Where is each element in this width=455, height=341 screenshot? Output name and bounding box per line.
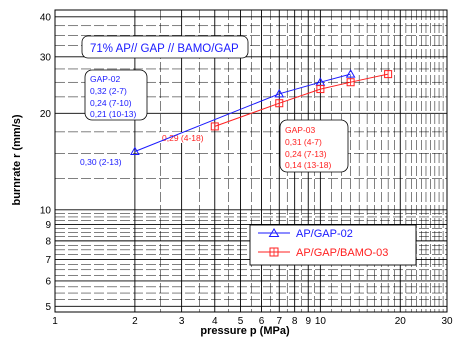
- series-line-0: [134, 73, 351, 152]
- plot-frame: [54, 9, 448, 313]
- gap02-line-2: 0,24 (7-10): [90, 98, 132, 108]
- gap03-annotation: GAP-03 0,31 (4-7) 0,24 (7-13) 0,14 (13-1…: [279, 119, 349, 173]
- gap03-line-0: GAP-03: [285, 125, 316, 135]
- legend: AP/GAP-02 AP/GAP/BAMO-03: [249, 224, 417, 266]
- gap03-annotation-frame: [279, 119, 349, 173]
- y-tick-label: 30: [40, 52, 52, 63]
- x-tick-label: 4: [212, 316, 218, 327]
- red-slope-label: 0,29 (4-18): [160, 132, 208, 143]
- y-axis-ticks: 5 6 7 8 9 10 20 30 40: [40, 12, 52, 313]
- red-slope-text: 0,29 (4-18): [162, 133, 204, 143]
- legend-label-gap02: AP/GAP-02: [296, 228, 353, 240]
- y-tick-label: 8: [45, 236, 51, 247]
- y-tick-label: 5: [45, 302, 51, 313]
- legend-label-bamo03: AP/GAP/BAMO-03: [296, 247, 388, 259]
- gap02-annotation-frame: [84, 69, 148, 121]
- red-slope-label-bg: [160, 132, 208, 143]
- y-tick-label: 9: [45, 220, 51, 231]
- x-axis-label: pressure p (MPa): [200, 325, 290, 337]
- x-axis-ticks: 1 2 3 4 5 6 7 8 9 10 20 30: [52, 316, 453, 327]
- gap02-line-3: 0,21 (10-13): [90, 109, 136, 119]
- chart-title-frame: [81, 35, 249, 59]
- x-tick-label: 1: [52, 316, 58, 327]
- x-tick-label: 10: [315, 316, 327, 327]
- x-tick-label: 20: [395, 316, 407, 327]
- gap02-line-1: 0,32 (2-7): [90, 86, 127, 96]
- gap03-line-1: 0,31 (4-7): [285, 137, 322, 147]
- blue-slope-text: 0,30 (2-13): [80, 157, 122, 167]
- x-tick-label: 30: [441, 316, 453, 327]
- y-tick-label: 7: [45, 255, 51, 266]
- y-tick-label: 6: [45, 276, 51, 287]
- x-tick-label: 2: [132, 316, 138, 327]
- x-tick-label: 8: [292, 316, 298, 327]
- x-tick-label: 3: [179, 316, 185, 327]
- chart-title-box: 71% AP// GAP // BAMO/GAP: [81, 35, 249, 59]
- y-tick-label: 40: [40, 12, 52, 23]
- x-tick-label: 9: [305, 316, 311, 327]
- x-tick-label: 5: [238, 316, 244, 327]
- gap02-line-0: GAP-02: [90, 74, 121, 84]
- y-axis-label: burnrate r (mm/s): [11, 114, 23, 205]
- chart-title: 71% AP// GAP // BAMO/GAP: [90, 43, 239, 55]
- gap03-line-3: 0,14 (13-18): [285, 160, 331, 170]
- legend-frame: [249, 224, 417, 266]
- data-point-triangle: [345, 69, 356, 78]
- legend-marker-triangle: [268, 228, 280, 237]
- y-tick-label: 20: [40, 109, 52, 120]
- x-tick-label: 6: [259, 316, 265, 327]
- blue-slope-label: 0,30 (2-13): [78, 156, 126, 167]
- gap02-annotation: GAP-02 0,32 (2-7) 0,24 (7-10) 0,21 (10-1…: [84, 69, 148, 121]
- y-tick-label: 10: [40, 205, 52, 216]
- x-tick-label: 7: [276, 316, 282, 327]
- data-point-triangle: [130, 146, 140, 156]
- series-layer: [130, 69, 393, 156]
- gap03-line-2: 0,24 (7-13): [285, 149, 327, 159]
- data-point-triangle: [274, 88, 285, 98]
- blue-slope-label-bg: [78, 156, 126, 167]
